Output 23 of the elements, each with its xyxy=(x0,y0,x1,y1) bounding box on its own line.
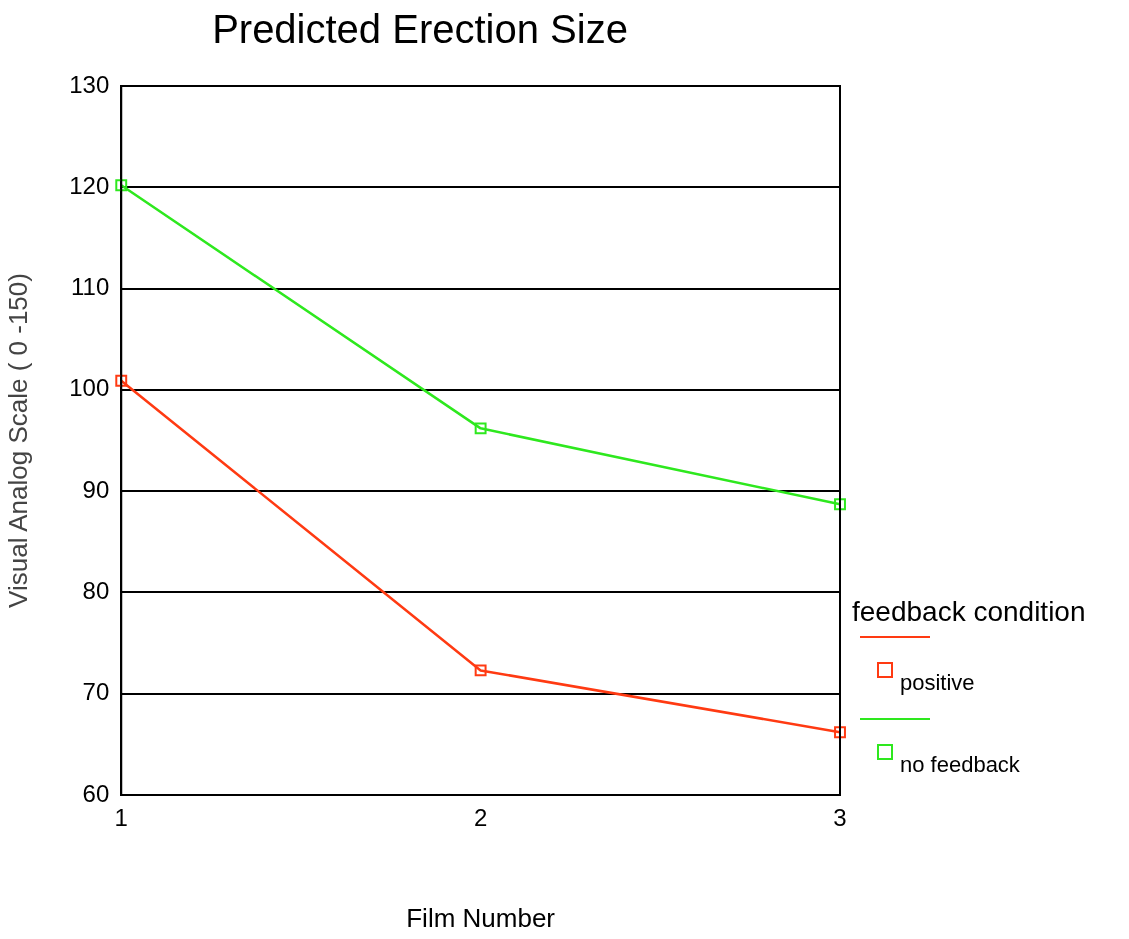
y-tick-label: 110 xyxy=(70,273,110,301)
y-tick-label: 60 xyxy=(82,779,110,807)
y-tick-label: 70 xyxy=(82,678,110,706)
point xyxy=(115,374,128,387)
point xyxy=(474,664,487,677)
y-tick-label: 130 xyxy=(69,70,110,98)
x-tick-label: 1 xyxy=(114,804,128,832)
chart-title: Predicted Erection Size xyxy=(212,7,628,52)
legend-label: positive xyxy=(900,670,975,696)
point xyxy=(115,179,128,192)
legend-label: no feedback xyxy=(900,752,1020,778)
point xyxy=(474,422,487,435)
point xyxy=(834,726,846,739)
y-tick-label: 120 xyxy=(69,171,110,199)
x-tick-label: 2 xyxy=(473,804,488,832)
legend-title: feedback condition xyxy=(852,596,1086,628)
y-axis-title: Visual Analog Scale ( 0 -150) xyxy=(2,273,33,608)
y-tick-label: 80 xyxy=(82,577,110,605)
point xyxy=(834,498,846,511)
y-tick-label: 100 xyxy=(69,374,110,402)
x-tick-label: 3 xyxy=(833,804,847,832)
y-tick-label: 90 xyxy=(82,475,110,503)
x-axis-title: Film Number xyxy=(406,902,556,933)
